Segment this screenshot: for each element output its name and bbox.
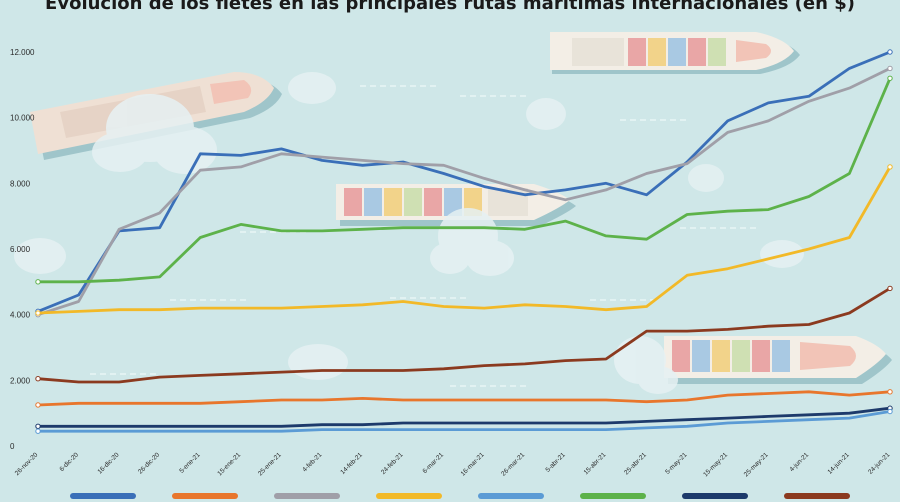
y-tick-label: 10.000 (10, 114, 35, 123)
ship-illustration (550, 32, 800, 74)
ship-illustration (664, 336, 892, 384)
x-tick-label: 4-jun-21 (788, 451, 810, 473)
x-tick-label: 16-dic-20 (96, 451, 120, 475)
data-point (35, 375, 41, 382)
x-tick-label: 5-abr-21 (545, 451, 568, 474)
x-tick-label: 15-abr-21 (583, 451, 608, 476)
x-tick-label: 16-mar-21 (460, 451, 486, 477)
y-tick-label: 12.000 (10, 48, 35, 57)
series-8 (35, 408, 893, 434)
cloud-illustration (92, 94, 217, 174)
cloud-illustration (430, 208, 514, 276)
series-line (36, 390, 892, 407)
x-tick-label: 15-may-21 (702, 451, 729, 478)
legend-swatch (376, 493, 442, 499)
x-tick-label: 26-nov-20 (14, 451, 40, 477)
x-tick-label: 14-feb-21 (339, 451, 364, 476)
legend-swatch (172, 493, 238, 499)
x-tick-label: 24-jun-21 (867, 451, 892, 476)
legend-swatch (478, 493, 544, 499)
data-point (35, 279, 41, 285)
series-line (36, 67, 892, 317)
x-tick-label: 26-dic-20 (137, 451, 161, 475)
series-layer (35, 49, 893, 434)
x-tick-label: 6-dic-20 (58, 451, 80, 473)
x-axis: 26-nov-20 6-dic-20 16-dic-20 26-dic-20 5-ene… (14, 451, 892, 478)
y-axis: 0 2.000 4.000 6.000 8.000 10.000 12.000 (10, 48, 35, 451)
data-point (35, 310, 41, 316)
data-point (887, 49, 893, 55)
data-point (35, 402, 41, 408)
legend-swatch (274, 493, 340, 499)
data-point (887, 285, 893, 292)
x-tick-label: 6-mar-21 (422, 451, 446, 475)
y-tick-label: 4.000 (10, 311, 31, 320)
data-point (35, 423, 41, 429)
series-7 (35, 405, 893, 429)
series-line (36, 286, 892, 384)
y-tick-label: 0 (10, 442, 15, 451)
x-tick-label: 5-may-21 (664, 451, 689, 476)
legend-swatch (682, 493, 748, 499)
legend-swatch (580, 493, 646, 499)
data-point (35, 428, 41, 434)
y-tick-label: 6.000 (10, 245, 31, 254)
chart-title: Evolución de los fletes en las principal… (45, 0, 855, 14)
series-5 (35, 285, 893, 384)
x-tick-label: 4-feb-21 (301, 451, 323, 473)
series-line (36, 410, 892, 433)
x-tick-label: 25-may-21 (743, 451, 770, 478)
data-point (887, 408, 893, 415)
background-decoration (14, 32, 892, 394)
x-tick-label: 5-ene-21 (178, 451, 202, 475)
series-line (36, 76, 892, 284)
legend-swatch (70, 493, 136, 499)
series-3 (35, 75, 893, 285)
y-tick-label: 2.000 (10, 376, 31, 385)
cloud-illustration (614, 336, 678, 394)
series-4 (35, 164, 893, 316)
legend (70, 493, 850, 499)
x-tick-label: 25-ene-21 (257, 451, 283, 477)
series-line (36, 165, 892, 315)
x-tick-label: 15-ene-21 (216, 451, 242, 477)
series-6 (35, 389, 893, 408)
x-tick-label: 14-jun-21 (826, 451, 851, 476)
y-tick-label: 8.000 (10, 179, 31, 188)
data-point (887, 65, 893, 72)
data-point (887, 75, 893, 81)
x-tick-label: 26-mar-21 (500, 451, 526, 477)
x-tick-label: 24-feb-21 (380, 451, 405, 476)
legend-swatch (784, 493, 850, 499)
data-point (887, 164, 893, 170)
x-tick-label: 25-abr-21 (623, 451, 648, 476)
series-line (36, 406, 892, 428)
data-point (887, 389, 893, 395)
